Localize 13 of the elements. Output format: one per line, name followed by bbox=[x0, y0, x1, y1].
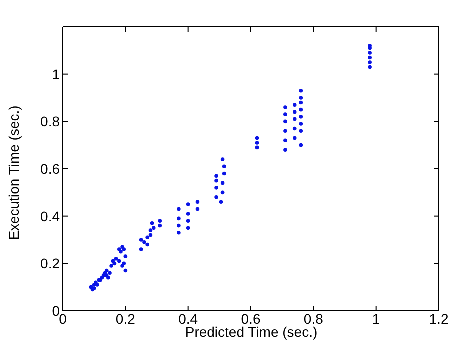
x-tick-label: 0.8 bbox=[304, 310, 324, 327]
y-tick-label: 0.2 bbox=[40, 256, 60, 272]
x-tick-label: 1 bbox=[372, 310, 380, 327]
y-axis-title: Execution Time (sec.) bbox=[6, 106, 22, 240]
y-tick-label: 0.4 bbox=[40, 208, 60, 224]
x-tick-label: 0.6 bbox=[241, 310, 261, 327]
x-tick-label: 0.2 bbox=[116, 310, 136, 327]
y-tick-label: 0.8 bbox=[40, 114, 60, 130]
x-tick-label: 0.4 bbox=[178, 310, 198, 327]
x-axis-title: Predicted Time (sec.) bbox=[185, 324, 318, 340]
y-tick-label: 1 bbox=[52, 66, 60, 82]
x-tick-label: 1.2 bbox=[429, 310, 449, 327]
y-tick-label: 0.6 bbox=[40, 160, 60, 177]
